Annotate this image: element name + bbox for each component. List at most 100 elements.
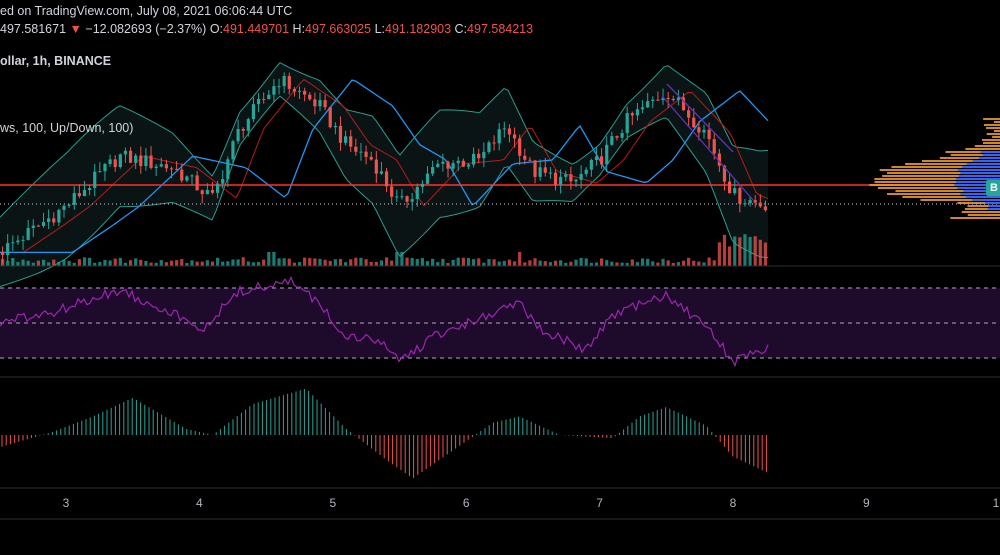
candle-body — [692, 117, 696, 128]
candle-body — [303, 90, 307, 95]
candle-body — [569, 174, 573, 182]
candle-body — [256, 98, 261, 105]
candle-body — [103, 164, 107, 172]
candle-body — [681, 97, 686, 111]
volume-bar — [640, 258, 645, 266]
candle-body — [656, 99, 660, 101]
volume-profile-bar — [978, 157, 1000, 159]
candle-body — [267, 94, 271, 100]
candle-body — [57, 209, 61, 223]
volume-bar — [635, 262, 640, 266]
volume-bar — [231, 259, 235, 266]
volume-profile-bar — [985, 127, 1000, 129]
candle-body — [221, 179, 225, 184]
x-axis-tick-label: 1 — [993, 496, 1000, 510]
candle-body — [251, 104, 256, 120]
volume-profile-bar — [956, 181, 1000, 183]
volume-bar — [180, 259, 184, 266]
candle-body — [31, 225, 35, 228]
down-arrow-icon: ▼ — [69, 22, 82, 36]
candle-body — [492, 142, 496, 144]
candle-body — [497, 129, 501, 144]
volume-bar — [277, 258, 281, 266]
candle-body — [113, 159, 117, 168]
candle-body — [671, 98, 675, 100]
candle-body — [548, 172, 552, 174]
volume-bar — [169, 260, 174, 266]
volume-bar — [666, 260, 670, 266]
volume-profile-bar — [972, 160, 1000, 162]
x-axis-tick-label: 8 — [730, 496, 737, 510]
candle-body — [702, 129, 706, 133]
candle-body — [533, 160, 537, 177]
volume-profile-bar — [882, 175, 1000, 177]
candle-body — [635, 109, 640, 116]
volume-bar — [338, 258, 343, 266]
volume-bar — [292, 262, 296, 266]
trend-channel-lower — [661, 95, 754, 201]
volume-bar — [630, 259, 634, 266]
volume-bar — [354, 257, 358, 266]
candle-body — [241, 128, 245, 131]
volume-bar — [159, 260, 163, 266]
volume-bar — [538, 260, 542, 266]
candle-body — [518, 138, 522, 156]
volume-bar — [743, 234, 747, 266]
volume-bar — [195, 261, 199, 266]
volume-bar — [610, 261, 614, 266]
candle-body — [431, 167, 435, 174]
candle-body — [82, 190, 87, 197]
volume-bar — [697, 261, 701, 266]
volume-bar — [518, 252, 522, 266]
candle-body — [482, 151, 486, 159]
volume-bar — [620, 262, 624, 266]
candle-body — [328, 107, 332, 128]
candle-body — [707, 129, 711, 140]
publish-line: ed on TradingView.com, July 08, 2021 06:… — [0, 4, 293, 18]
candle-body — [190, 175, 194, 177]
volume-bar — [251, 262, 256, 266]
high-label: H: — [292, 22, 306, 36]
price-tag: B — [986, 180, 1000, 196]
volume-bar — [82, 257, 87, 266]
candle-body — [600, 156, 604, 165]
volume-bar — [364, 259, 368, 266]
volume-bar — [738, 237, 742, 266]
candle-body — [584, 169, 588, 174]
bollinger-basis — [0, 78, 769, 253]
volume-profile-bar — [950, 217, 1000, 219]
candle-body — [282, 75, 286, 87]
volume-bar — [410, 257, 414, 266]
volume-bar — [553, 260, 558, 266]
candle-body — [446, 161, 450, 169]
volume-bar — [323, 259, 327, 266]
volume-bar — [98, 261, 102, 266]
volume-bar — [333, 259, 337, 266]
volume-bar — [656, 262, 660, 266]
candle-body — [333, 125, 337, 128]
candle-body — [262, 98, 266, 100]
candle-body — [349, 136, 353, 147]
volume-bar — [676, 262, 680, 266]
volume-profile-bar — [964, 208, 1000, 210]
candle-body — [185, 176, 189, 181]
candle-body — [728, 181, 732, 194]
candle-body — [175, 168, 179, 170]
x-axis-tick-label: 4 — [196, 496, 203, 510]
volume-profile-bar — [982, 154, 1000, 156]
candle-body — [559, 176, 563, 185]
volume-bar — [728, 246, 732, 266]
candle-body — [676, 97, 680, 100]
candle-body — [733, 188, 737, 194]
candle-body — [154, 166, 158, 168]
volume-bar — [533, 258, 537, 266]
candle-body — [528, 159, 532, 161]
volume-profile-bar — [974, 145, 1000, 147]
candle-body — [743, 203, 747, 205]
volume-profile-bar — [986, 133, 1000, 135]
volume-bar — [88, 257, 92, 266]
candle-body — [236, 128, 240, 142]
candle-body — [292, 88, 296, 92]
low-value: 491.182903 — [385, 22, 452, 36]
